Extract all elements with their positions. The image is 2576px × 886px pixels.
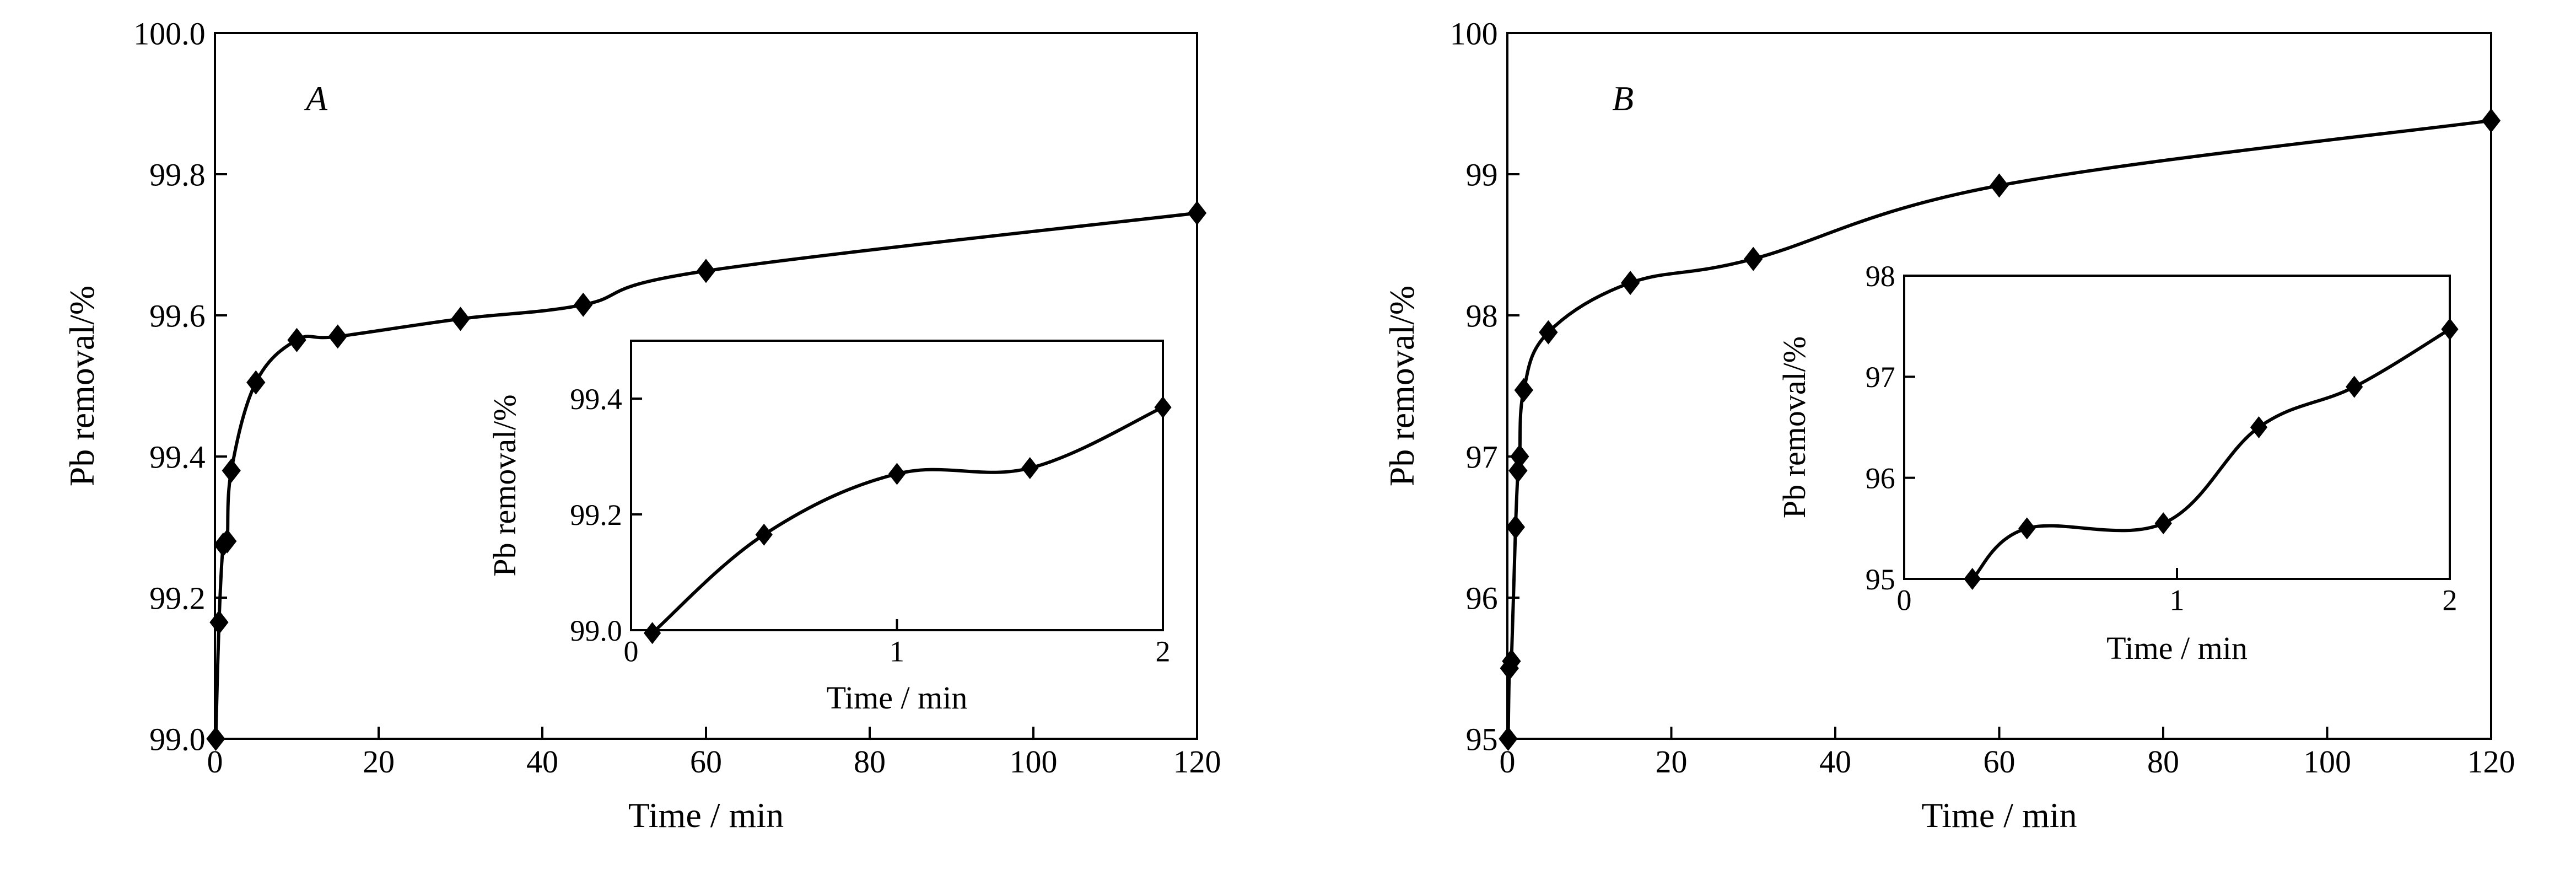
x-tick-label: 1 — [890, 635, 904, 668]
data-point-marker — [328, 324, 347, 349]
y-axis-title: Pb removal/% — [1382, 286, 1421, 486]
data-point-marker — [287, 327, 306, 352]
y-tick-label: 99.4 — [149, 439, 206, 475]
x-axis-title: Time / min — [628, 796, 784, 835]
data-point-marker — [1620, 271, 1640, 296]
data-point-marker — [1499, 727, 1518, 751]
data-point-marker — [1510, 444, 1529, 469]
y-tick-label: 100.0 — [133, 15, 206, 51]
chart-a: 0 20 40 60 80 100 120 99.0 99.2 99.4 99.6 99.8 100.0… — [62, 15, 1221, 835]
x-tick-label: 20 — [1656, 744, 1688, 780]
x-axis-title: Time / min — [2106, 630, 2248, 666]
data-point-marker — [1990, 173, 2009, 198]
data-point-marker — [1744, 246, 1763, 271]
data-point-marker — [1021, 457, 1039, 479]
y-tick-label: 96 — [1866, 462, 1895, 495]
data-point-marker — [888, 463, 906, 485]
panel-label: B — [1612, 79, 1634, 118]
y-tick-label: 99.8 — [149, 157, 206, 192]
data-point-marker — [1506, 515, 1526, 539]
series-line — [1506, 119, 2493, 740]
y-tick-label: 96 — [1466, 580, 1498, 616]
data-point-marker — [1502, 649, 1521, 674]
data-point-marker — [222, 458, 241, 483]
data-point-marker — [1514, 378, 1533, 402]
data-point-marker — [2154, 512, 2172, 535]
data-point-marker — [246, 370, 266, 395]
y-tick-label: 99.0 — [149, 721, 206, 757]
y-tick-label: 95 — [1866, 563, 1895, 596]
y-tick-label: 99.0 — [570, 614, 622, 647]
y-axis-title: Pb removal/% — [1776, 336, 1812, 518]
data-point-marker — [2441, 318, 2459, 341]
x-tick-label: 120 — [2467, 744, 2515, 780]
x-tick-label: 2 — [2443, 584, 2458, 617]
y-tick-label: 99.2 — [570, 498, 622, 531]
data-point-marker — [1964, 568, 1981, 590]
data-point-marker — [755, 523, 773, 546]
x-tick-label: 20 — [363, 744, 395, 780]
x-tick-label: 60 — [1984, 744, 2015, 780]
chart-b-inset: 0 1 2 95 96 97 98 Time / min Pb removal/% — [1776, 260, 2459, 666]
y-tick-label: 98 — [1866, 260, 1895, 293]
data-point-marker — [696, 259, 716, 283]
y-tick-label: 100 — [1450, 15, 1498, 51]
x-tick-label: 0 — [624, 635, 639, 668]
x-tick-label: 2 — [1156, 635, 1171, 668]
x-axis-title: Time / min — [1921, 796, 2077, 835]
x-tick-label: 40 — [1819, 744, 1851, 780]
x-tick-label: 0 — [1897, 584, 1912, 617]
data-point-marker — [644, 622, 661, 645]
y-tick-label: 97 — [1866, 361, 1895, 394]
chart-a-inset: 0 1 2 99.0 99.2 99.4 Time / min Pb removal/% — [487, 340, 1172, 716]
y-tick-label: 99.6 — [149, 298, 206, 334]
panel-label: A — [304, 79, 328, 118]
data-point-marker — [209, 610, 229, 635]
inset-background — [631, 341, 1163, 630]
data-point-marker — [2481, 108, 2501, 133]
x-tick-label: 1 — [2170, 584, 2185, 617]
y-tick-label: 99.4 — [570, 383, 622, 416]
x-tick-label: 100 — [2303, 744, 2351, 780]
x-tick-label: 100 — [1010, 744, 1058, 780]
data-point-marker — [451, 307, 470, 331]
y-tick-label: 99.2 — [149, 580, 206, 616]
data-point-marker — [1154, 396, 1172, 418]
data-point-marker — [2346, 375, 2363, 398]
y-axis-title: Pb removal/% — [487, 394, 522, 576]
x-tick-label: 60 — [690, 744, 722, 780]
data-point-marker — [218, 529, 237, 554]
y-tick-label: 97 — [1466, 439, 1498, 475]
inset-background — [1904, 276, 2450, 579]
data-point-marker — [574, 292, 593, 317]
data-point-marker — [206, 727, 225, 751]
chart-b: 0 20 40 60 80 100 120 95 96 97 98 99 100 Time / min Pb… — [1382, 15, 2515, 835]
x-tick-label: 80 — [854, 744, 886, 780]
data-point-marker — [2250, 416, 2268, 438]
x-tick-label: 120 — [1173, 744, 1221, 780]
y-tick-label: 99 — [1466, 157, 1498, 192]
data-point-marker — [1187, 201, 1207, 225]
y-axis-title: Pb removal/% — [62, 286, 101, 486]
data-point-marker — [2018, 517, 2036, 540]
data-point-marker — [1539, 320, 1558, 345]
x-tick-label: 40 — [526, 744, 558, 780]
y-tick-label: 95 — [1466, 721, 1498, 757]
x-tick-label: 80 — [2147, 744, 2179, 780]
x-axis-title: Time / min — [827, 680, 968, 716]
y-tick-label: 98 — [1466, 298, 1498, 334]
